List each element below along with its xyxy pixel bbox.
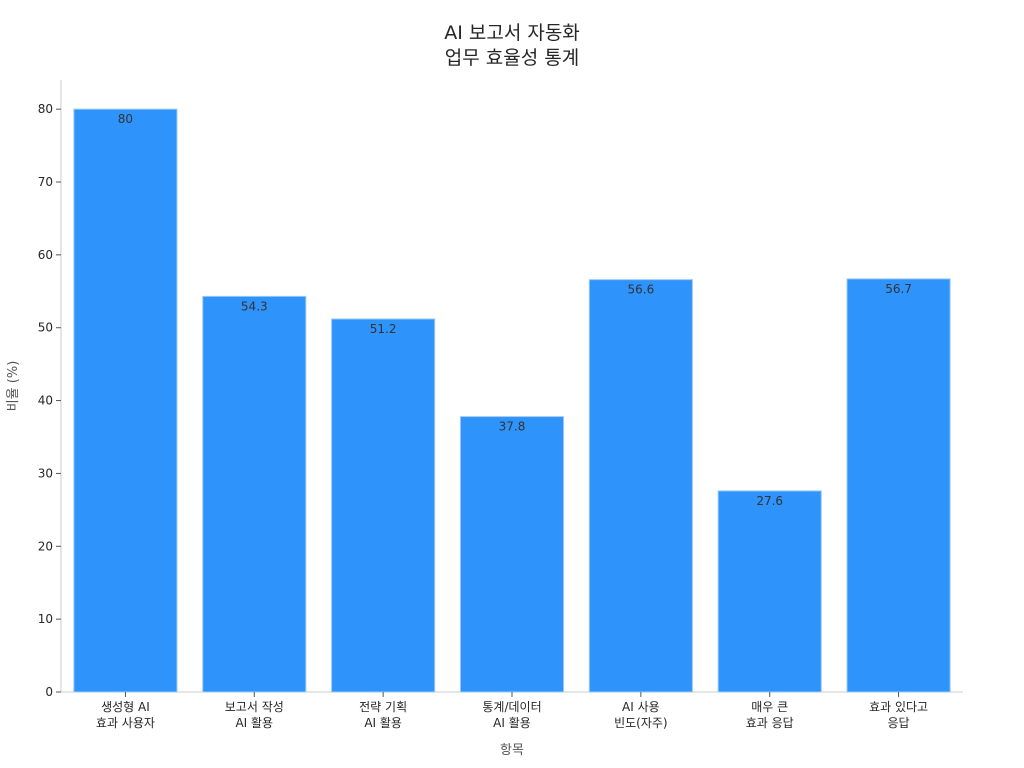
bar xyxy=(73,108,178,693)
plot-area: 0 10 20 30 40 50 60 70 80 80 생성형 AI 효과 사용자 54.3 보고서 작… xyxy=(38,80,963,730)
y-tick-label: 50 xyxy=(38,321,53,335)
bar-value-label: 56.6 xyxy=(627,283,654,297)
x-tick-label: 효과 있다고 xyxy=(869,700,928,714)
y-tick-label: 20 xyxy=(38,539,53,553)
x-tick-label: 통계/데이터 xyxy=(482,700,541,714)
bar-value-label: 56.7 xyxy=(885,282,912,296)
bar xyxy=(459,416,565,693)
x-tick-label: 효과 사용자 xyxy=(96,716,155,730)
x-axis-label: 항목 xyxy=(500,743,524,758)
y-axis-label: 비율 (%) xyxy=(6,361,21,412)
chart-title-line-1: AI 보고서 자동화 xyxy=(444,22,580,44)
bar-value-label: 80 xyxy=(118,112,133,126)
y-tick-label: 80 xyxy=(38,102,53,116)
bar xyxy=(717,490,822,693)
x-tick-label: 전략 기획 xyxy=(359,700,407,714)
bar-value-label: 51.2 xyxy=(370,322,397,336)
x-tick-label: AI 사용 xyxy=(622,700,660,714)
x-tick-label: 생성형 AI xyxy=(101,700,150,714)
y-tick-label: 0 xyxy=(45,685,53,699)
x-tick-label: AI 활용 xyxy=(493,716,531,730)
y-tick-label: 10 xyxy=(38,612,53,626)
x-tick-label: 응답 xyxy=(888,716,910,730)
bar xyxy=(588,279,693,693)
y-tick-label: 70 xyxy=(38,175,53,189)
chart-title-line-2: 업무 효율성 통계 xyxy=(445,47,579,69)
bar-value-label: 54.3 xyxy=(241,299,268,313)
y-tick-label: 30 xyxy=(38,466,53,480)
x-tick-label: 효과 응답 xyxy=(746,716,794,730)
x-tick-label: 매우 큰 xyxy=(751,700,788,714)
bar-value-label: 37.8 xyxy=(499,420,526,434)
x-tick-label: AI 활용 xyxy=(364,716,402,730)
bar xyxy=(331,318,436,693)
bar xyxy=(846,278,951,693)
x-tick-label: AI 활용 xyxy=(235,716,273,730)
y-tick-label: 60 xyxy=(38,248,53,262)
y-tick-label: 40 xyxy=(38,394,53,408)
bar-value-label: 27.6 xyxy=(756,494,783,508)
x-tick-label: 보고서 작성 xyxy=(225,700,284,714)
x-tick-label: 빈도(자주) xyxy=(614,716,668,730)
bar xyxy=(202,295,307,693)
